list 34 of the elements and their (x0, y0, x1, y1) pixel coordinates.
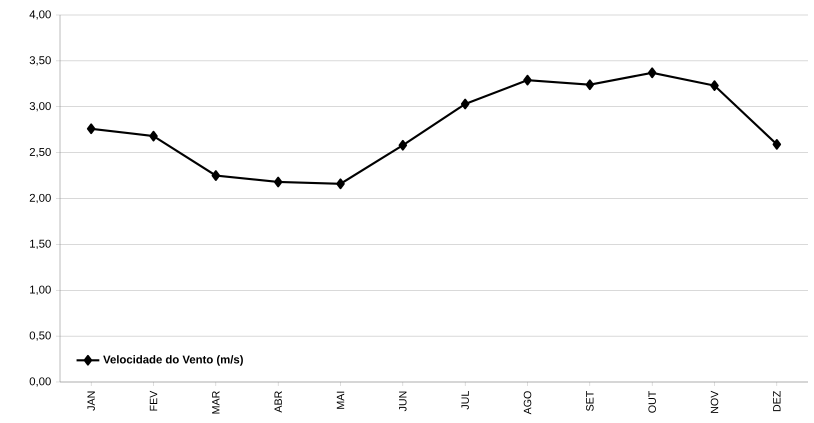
x-tick-label: MAR (212, 391, 220, 414)
x-tick-label: JAN (87, 392, 95, 411)
point (523, 74, 532, 86)
y-tick-label: 1,00 (30, 286, 51, 295)
point (710, 80, 719, 91)
point (86, 123, 96, 134)
point (149, 130, 158, 142)
y-tick-label: 2,00 (30, 194, 51, 204)
legend-label: Velocidade do Vento (m/s) (103, 355, 243, 366)
point (586, 79, 594, 90)
point (648, 67, 656, 78)
y-tick-label: 4,00 (29, 10, 51, 20)
y-tick-label: 0,50 (30, 331, 51, 341)
y-tick-label: 1,50 (30, 240, 51, 250)
point (274, 176, 282, 188)
x-tick-label: NOV (710, 390, 718, 413)
x-tick-label: AGO (524, 391, 532, 414)
x-tick-label: OUT (648, 390, 656, 413)
y-tick-label: 3,50 (30, 56, 51, 66)
x-tick-label: JUN (399, 392, 407, 412)
y-tick-label: 3,00 (30, 102, 51, 112)
x-tick-label: JUL (461, 391, 469, 410)
x-tick-label: DEZ (773, 391, 780, 412)
point (398, 140, 408, 151)
x-tick-label: FEV (150, 390, 158, 411)
x-tick-label: SET (586, 390, 594, 411)
x-tick-label: ABR (274, 391, 282, 413)
point (212, 170, 220, 181)
y-tick-label: 2,50 (30, 148, 51, 158)
x-tick-label: MAI (336, 392, 344, 409)
point (336, 178, 345, 190)
point (460, 98, 470, 110)
y-tick-label: 0,00 (30, 377, 51, 387)
point (772, 139, 782, 150)
